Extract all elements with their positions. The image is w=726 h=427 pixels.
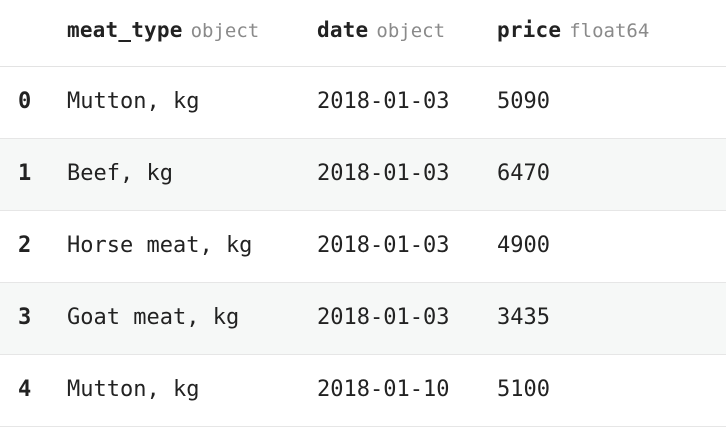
column-header-price[interactable]: price float64 [497,18,649,42]
cell-date: 2018-01-10 [317,377,449,402]
table-row: 3 Goat meat, kg 2018-01-03 3435 [0,283,726,355]
cell-meat-type: Horse meat, kg [67,233,252,258]
cell-date: 2018-01-03 [317,161,449,186]
cell-price: 4900 [497,233,550,258]
cell-price: 3435 [497,305,550,330]
column-header-date[interactable]: date object [317,18,445,42]
cell-meat-type: Mutton, kg [67,377,199,402]
table-row: 4 Mutton, kg 2018-01-10 5100 [0,355,726,427]
cell-price: 5090 [497,89,550,114]
cell-date: 2018-01-03 [317,305,449,330]
table-header: meat_type object date object price float64 [0,0,726,67]
table-row: 1 Beef, kg 2018-01-03 6470 [0,139,726,211]
cell-price: 5100 [497,377,550,402]
table-row: 2 Horse meat, kg 2018-01-03 4900 [0,211,726,283]
row-index: 0 [18,89,31,114]
column-name: date [317,18,368,42]
row-index: 4 [18,377,31,402]
column-dtype: object [191,20,260,42]
cell-meat-type: Beef, kg [67,161,173,186]
table-row: 0 Mutton, kg 2018-01-03 5090 [0,67,726,139]
cell-meat-type: Mutton, kg [67,89,199,114]
row-index: 3 [18,305,31,330]
cell-price: 6470 [497,161,550,186]
cell-date: 2018-01-03 [317,233,449,258]
cell-meat-type: Goat meat, kg [67,305,239,330]
column-header-meat-type[interactable]: meat_type object [67,18,259,42]
row-index: 1 [18,161,31,186]
column-dtype: object [376,20,445,42]
column-dtype: float64 [569,20,649,42]
column-name: meat_type [67,18,183,42]
row-index: 2 [18,233,31,258]
cell-date: 2018-01-03 [317,89,449,114]
column-name: price [497,18,561,42]
